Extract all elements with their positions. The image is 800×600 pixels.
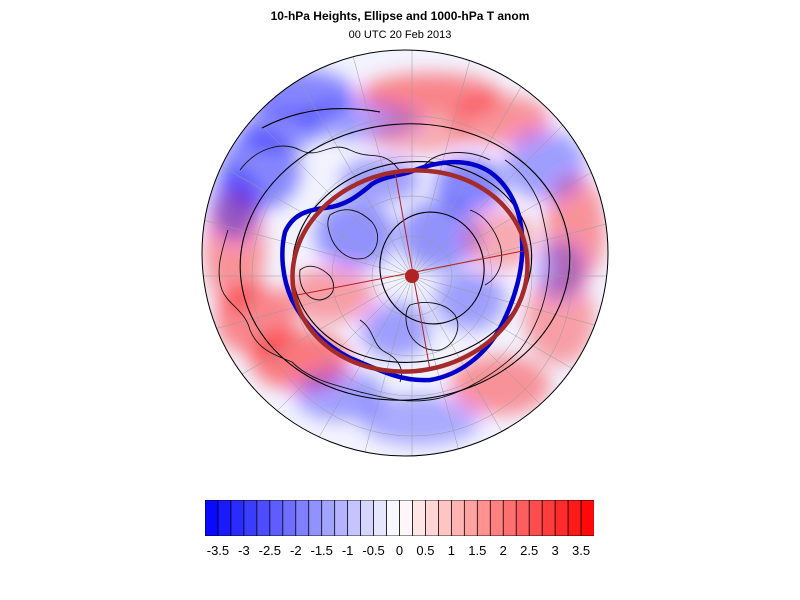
colorbar-bin [295, 500, 310, 536]
colorbar-bin [450, 500, 466, 536]
map-subtitle: 00 UTC 20 Feb 2013 [348, 29, 452, 41]
anomaly-patch [535, 240, 585, 300]
meridian-line [343, 50, 413, 277]
temperature-anomaly-shading [205, 70, 605, 445]
colorbar-bin [528, 500, 543, 536]
colorbar-bin [334, 500, 349, 536]
anomaly-patch [400, 200, 480, 270]
meridian-line [411, 50, 481, 277]
colorbar-bin [347, 500, 362, 536]
colorbar-bin [321, 500, 336, 536]
colorbar-bin [554, 500, 569, 536]
colorbar-bin [463, 500, 478, 536]
colorbar-tick-label: -2 [289, 543, 302, 558]
map-border [201, 49, 609, 457]
colorbar-bin [515, 500, 530, 536]
colorbar-bin [360, 500, 375, 536]
anomaly-patch [450, 355, 550, 415]
colorbar-bin [386, 500, 401, 536]
colorbar-tick-label: -3 [238, 543, 250, 558]
colorbar-bin [217, 500, 232, 536]
colorbar-tick-label: 0 [395, 543, 404, 558]
colorbar-bin [243, 500, 258, 536]
anomaly-patch [450, 95, 550, 145]
colorbar [205, 500, 594, 536]
colorbar-tick-label: -1 [341, 543, 354, 558]
meridian-line [280, 50, 413, 277]
meridian-line [411, 275, 608, 345]
colorbar-tick-label: 2.5 [520, 543, 539, 558]
meridian-line [280, 275, 413, 456]
colorbar-tick-label: 3 [551, 543, 559, 558]
colorbar-bin [205, 500, 219, 536]
anomaly-patch [370, 117, 470, 153]
meridian-line [225, 89, 413, 277]
colorbar-bin [412, 500, 427, 536]
anomaly-patch [360, 395, 480, 445]
map-title: 10-hPa Heights, Ellipse and 1000-hPa T a… [270, 9, 530, 23]
colorbar-tick-label: -0.5 [362, 543, 385, 558]
colorbar-tick-label: 1 [447, 543, 455, 558]
ellipse-center-marker [405, 269, 419, 283]
meridian-line [202, 144, 413, 277]
colorbar-tick-label: -1.5 [310, 543, 333, 558]
colorbar-tick-label: -3.5 [206, 543, 230, 558]
colorbar-tick-label: 1.5 [468, 543, 487, 558]
anomaly-patch [315, 200, 395, 270]
colorbar-bin [425, 500, 440, 536]
colorbar-bin [256, 500, 271, 536]
colorbar-bin [282, 500, 297, 536]
meridian-line [411, 275, 481, 456]
colorbar-bin [476, 500, 491, 536]
anomaly-patch [525, 275, 595, 365]
colorbar-tick-label: 0.5 [416, 543, 435, 558]
colorbar-tick-label: 3.5 [571, 543, 591, 558]
meridian-line [202, 275, 413, 345]
colorbar-bin [308, 500, 323, 536]
polar-map [201, 49, 609, 457]
colorbar-bin [580, 500, 594, 536]
anomaly-patch [295, 370, 385, 420]
anomaly-patch [435, 270, 505, 330]
colorbar-bin [489, 500, 504, 536]
colorbar-tick-label: 2 [499, 543, 507, 558]
colorbar-bin [437, 500, 453, 536]
colorbar-bin [567, 500, 582, 536]
colorbar-bin [541, 500, 556, 536]
colorbar-bin [373, 500, 388, 536]
anomaly-patch [210, 170, 260, 240]
meridian-line [343, 275, 413, 456]
colorbar-bin [230, 500, 245, 536]
meridian-line [411, 275, 544, 456]
anomaly-patch [505, 130, 585, 200]
colorbar-bin [269, 500, 284, 536]
colorbar-bin [399, 500, 414, 536]
colorbar-labels: -3.5 -3 -2.5 -2 -1.5 -1 -0.5 0 0.5 1 1.5 2 2.5 3 3.5 [0, 543, 800, 561]
anomaly-patch [240, 110, 320, 150]
colorbar-bin [502, 500, 517, 536]
colorbar-tick-label: -2.5 [258, 543, 282, 558]
